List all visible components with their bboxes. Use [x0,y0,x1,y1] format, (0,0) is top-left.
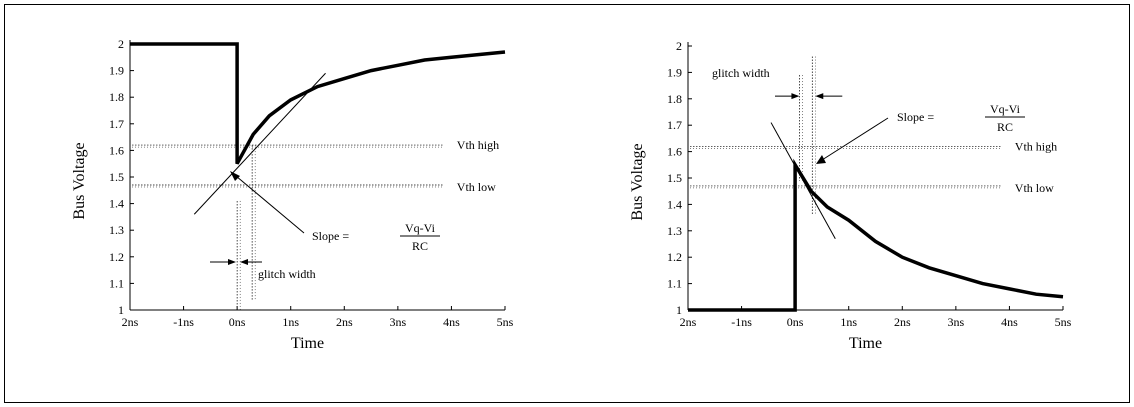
x-tick-label: -1ns [173,315,194,329]
arrow-head [791,93,800,100]
slope-label: Slope = [312,229,349,243]
slope-pointer-head [816,155,826,164]
slope-pointer [235,175,305,234]
tangent-line [193,72,326,215]
slope-label: Slope = [897,110,934,124]
x-tick-label: 2ns [336,315,353,329]
y-tick-label: 1 [118,303,124,317]
x-tick-label: 1ns [840,315,857,329]
x-tick-label: 0ns [787,315,804,329]
y-tick-label: 1.3 [667,224,682,238]
arrow-head [815,93,824,100]
glitch-width-label: glitch width [712,66,770,80]
y-tick-label: 2 [676,39,682,53]
x-tick-label: 2ns [680,315,697,329]
y-tick-label: 2 [118,37,124,51]
y-tick-label: 1.6 [667,145,682,159]
y-tick-label: 1.5 [667,171,682,185]
slope-numerator: Vq-Vi [405,221,436,235]
x-tick-label: 1ns [282,315,299,329]
y-tick-label: 1.5 [109,170,124,184]
y-tick-label: 1.4 [667,197,682,211]
x-tick-label: 5ns [1055,315,1072,329]
arrow-head [228,259,236,265]
y-tick-label: 1.7 [109,117,124,131]
y-tick-label: 1.9 [667,65,682,79]
glitch-width-label: glitch width [258,267,316,281]
x-tick-label: 4ns [443,315,460,329]
y-tick-label: 1.1 [109,276,124,290]
x-tick-label: 3ns [390,315,407,329]
y-tick-label: 1.4 [109,197,124,211]
x-tick-label: 2ns [894,315,911,329]
y-axis-title: Bus Voltage [629,143,646,220]
slope-pointer [821,117,889,161]
figure-frame [4,4,1130,403]
threshold-label: Vth low [457,180,496,194]
threshold-label: Vth high [1015,139,1057,153]
y-tick-label: 1.8 [109,90,124,104]
y-tick-label: 1.6 [109,143,124,157]
y-tick-label: 1.9 [109,64,124,78]
waveform-line [130,42,506,165]
slope-denominator: RC [997,120,1013,134]
y-tick-label: 1 [676,303,682,317]
slope-numerator: Vq-Vi [990,102,1021,116]
y-tick-label: 1.2 [667,250,682,264]
waveform-line [688,158,1064,312]
x-tick-label: 2ns [122,315,139,329]
x-tick-label: -1ns [731,315,752,329]
chart-panel-1: 1 1.1 1.2 1.3 1.4 1.5 1.6 1.7 1.8 1.9 2 2ns -1ns 0ns 1… [71,37,514,352]
threshold-label: Vth low [1015,181,1054,195]
y-tick-label: 1.3 [109,223,124,237]
threshold-label: Vth high [457,138,499,152]
x-axis-title: Time [849,335,882,352]
y-tick-label: 1.7 [667,118,682,132]
y-axis-title: Bus Voltage [71,142,88,219]
arrow-head [240,259,248,265]
y-tick-label: 1.1 [667,277,682,291]
x-tick-label: 4ns [1001,315,1018,329]
x-tick-label: 3ns [948,315,965,329]
tangent-line [770,122,836,239]
y-tick-label: 1.2 [109,250,124,264]
slope-pointer-head [230,171,240,181]
chart-panel-2: 1 1.1 1.2 1.3 1.4 1.5 1.6 1.7 1.8 1.9 2 2ns -1ns 0ns 1… [629,39,1072,352]
x-axis-title: Time [291,335,324,352]
slope-denominator: RC [412,239,428,253]
y-tick-label: 1.8 [667,92,682,106]
x-tick-label: 5ns [497,315,514,329]
x-tick-label: 0ns [229,315,246,329]
